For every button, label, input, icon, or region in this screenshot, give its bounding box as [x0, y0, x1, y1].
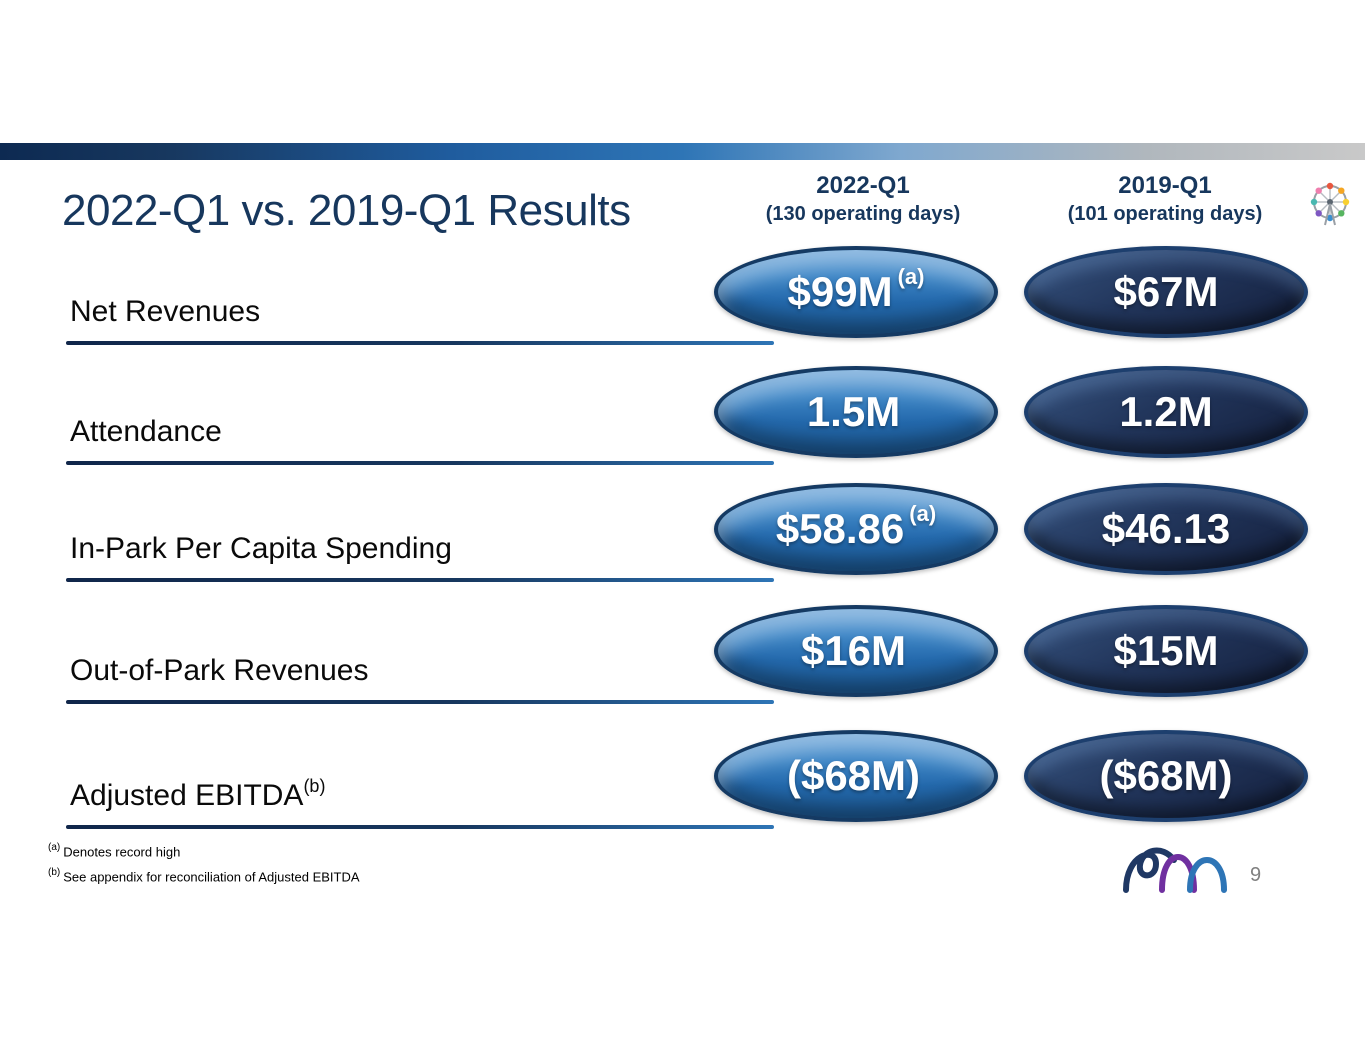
metric-label: In-Park Per Capita Spending [70, 532, 452, 565]
value-badge-2022: $58.86 (a) [714, 483, 998, 575]
footnote-a: (a) Denotes record high [48, 842, 360, 860]
ferris-wheel-logo [1310, 182, 1350, 226]
top-gradient-bar [0, 143, 1365, 160]
metric-underline [66, 825, 774, 829]
value-badge-2022: $99M (a) [714, 246, 998, 338]
metric-underline [66, 700, 774, 704]
value-badge-2019: $46.13 [1024, 483, 1308, 575]
metric-label: Attendance [70, 415, 222, 448]
value-badge-2022: ($68M) [714, 730, 998, 822]
footnote-marker: (b) [48, 867, 61, 879]
value-badge-2019: 1.2M [1024, 366, 1308, 458]
footnote-marker: (a) [48, 842, 61, 853]
metric-row-adjusted-ebitda: Adjusted EBITDA(b) ($68M) ($68M) [0, 730, 1365, 852]
metric-underline [66, 578, 774, 582]
column-period-2022: 2022-Q1 [816, 172, 910, 199]
metric-label: Adjusted EBITDA(b) [70, 776, 326, 812]
footnote-b: (b) See appendix for reconciliation of Ad… [48, 867, 360, 885]
metric-row-out-of-park-revenues: Out-of-Park Revenues $16M $15M [0, 605, 1365, 727]
footnote-text: Denotes record high [63, 844, 181, 860]
value-badge-2019: $67M [1024, 246, 1308, 338]
value-superscript: (a) [897, 264, 925, 289]
metric-underline [66, 461, 774, 465]
value-badge-2019: ($68M) [1024, 730, 1308, 822]
slide-title: 2022-Q1 vs. 2019-Q1 Results [62, 186, 631, 235]
metric-row-net-revenues: Net Revenues $99M (a) $67M [0, 246, 1365, 368]
column-header-2019: 2019-Q1 (101 operating days) [1005, 172, 1325, 226]
roller-coaster-logo [1123, 847, 1227, 893]
column-period-2019: 2019-Q1 [1118, 172, 1212, 199]
footnote-text: See appendix for reconciliation of Adjus… [63, 869, 360, 885]
page-number: 9 [1250, 864, 1262, 886]
value-badge-2019: $15M [1024, 605, 1308, 697]
value-badge-2022: 1.5M [714, 366, 998, 458]
footnotes: (a) Denotes record high (b) See appendix f… [48, 842, 360, 894]
column-days-2022: (130 operating days) [765, 203, 961, 225]
column-header-2022: 2022-Q1 (130 operating days) [703, 172, 1023, 226]
metric-label: Net Revenues [70, 295, 261, 328]
metric-row-in-park-per-capita: In-Park Per Capita Spending $58.86 (a) $4… [0, 483, 1365, 605]
metric-label: Out-of-Park Revenues [70, 654, 369, 687]
value-superscript: (a) [909, 501, 937, 526]
metric-row-attendance: Attendance 1.5M 1.2M [0, 366, 1365, 488]
label-superscript: (b) [303, 776, 326, 796]
value-badge-2022: $16M [714, 605, 998, 697]
column-days-2019: (101 operating days) [1067, 203, 1263, 225]
metric-underline [66, 341, 774, 345]
